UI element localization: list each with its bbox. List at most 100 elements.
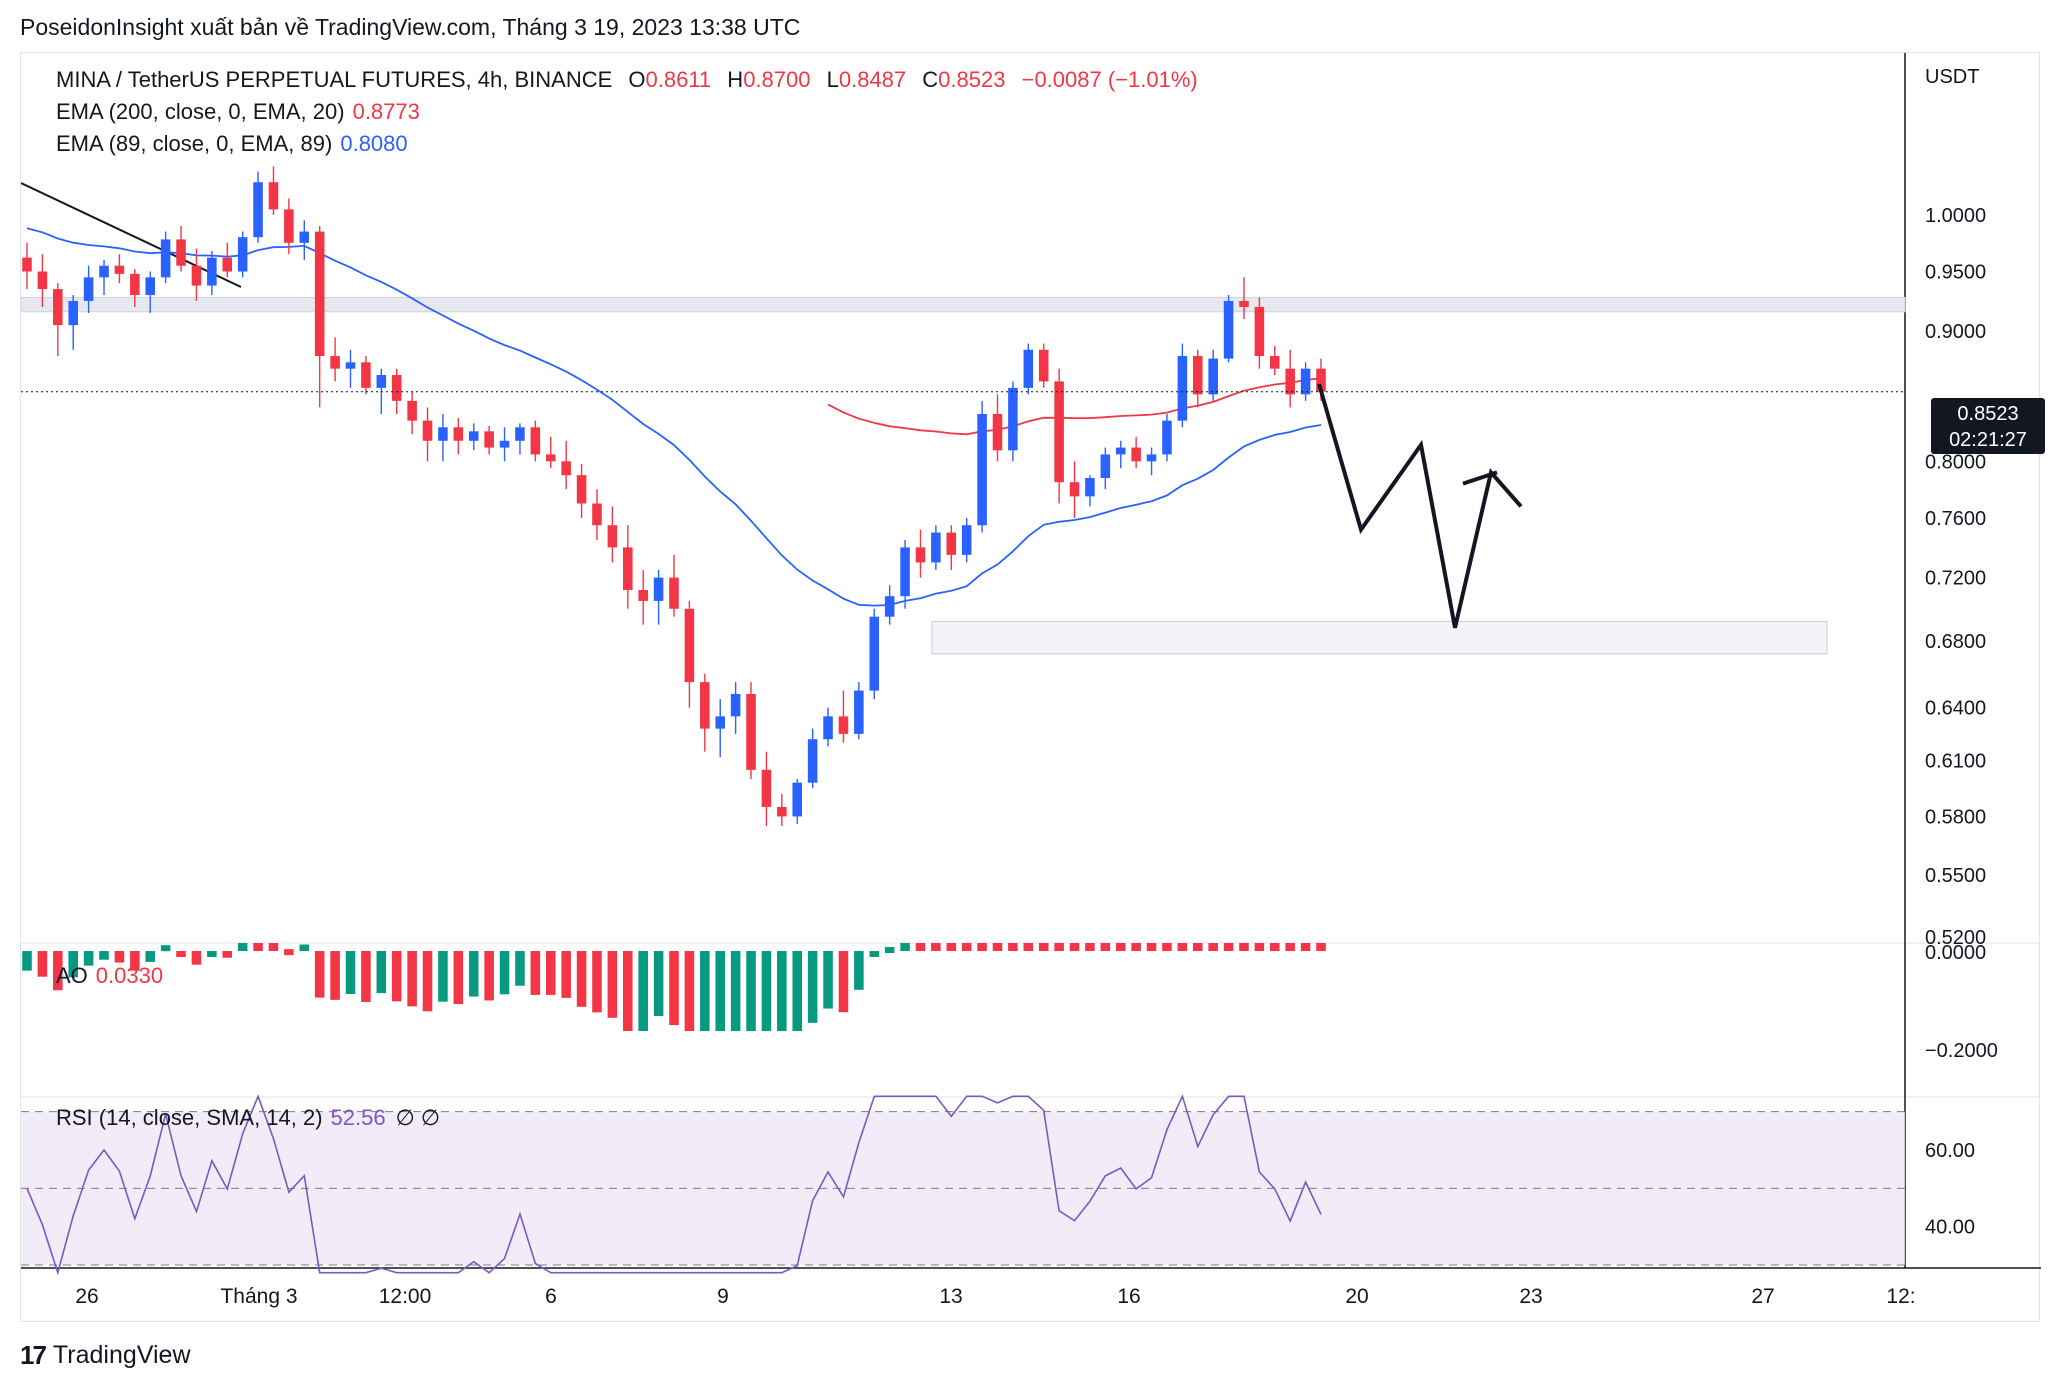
time-tick-label: 27 bbox=[1751, 1285, 1774, 1308]
ohlc-low-label: L bbox=[826, 67, 839, 92]
tradingview-logo[interactable]: 17 TradingView bbox=[20, 1340, 191, 1371]
candle bbox=[145, 271, 156, 313]
candle-body bbox=[946, 532, 957, 555]
candle-body bbox=[607, 525, 618, 548]
price-tick-label: 1.0000 bbox=[1925, 205, 1986, 227]
chart-frame[interactable]: USDT 1.0000 0.9500 0.9000 0.8000 0.7600 0.7200… bbox=[20, 52, 2045, 1323]
candle bbox=[1270, 346, 1280, 376]
ao-bar bbox=[1254, 943, 1265, 951]
ohlc-high-label: H bbox=[727, 67, 744, 92]
candle bbox=[1239, 277, 1249, 320]
candle-body bbox=[1239, 300, 1249, 307]
ao-bar bbox=[114, 951, 125, 963]
ohlc-open-value: 0.8611 bbox=[645, 67, 712, 92]
ao-bar bbox=[99, 951, 109, 960]
ao-bar bbox=[145, 951, 156, 962]
candle bbox=[253, 171, 263, 243]
ema200-label: EMA (200, close, 0, EMA, 20) bbox=[56, 99, 345, 124]
candle bbox=[99, 259, 109, 296]
candle bbox=[268, 166, 279, 215]
ao-bar bbox=[22, 951, 32, 971]
candle bbox=[1023, 343, 1034, 395]
ao-bar bbox=[592, 951, 602, 1013]
ao-bar bbox=[253, 943, 263, 951]
candle bbox=[330, 337, 340, 382]
ao-bar bbox=[1162, 943, 1172, 951]
candle-body bbox=[592, 503, 602, 526]
projection-path bbox=[1317, 383, 1523, 629]
ema89-value: 0.8080 bbox=[340, 131, 408, 156]
candle bbox=[777, 793, 787, 826]
ema200-legend[interactable]: EMA (200, close, 0, EMA, 20) 0.8773 bbox=[56, 99, 420, 125]
ohlc-low-value: 0.8487 bbox=[838, 67, 907, 92]
price-tick-label: 0.8000 bbox=[1925, 451, 1986, 473]
ao-bar bbox=[823, 951, 833, 1009]
ao-bar bbox=[700, 951, 710, 1031]
last-price-tag: 0.8523 02:21:27 bbox=[1931, 398, 2045, 454]
candle-body bbox=[561, 461, 571, 476]
candle-body bbox=[145, 277, 156, 296]
candle-body bbox=[207, 257, 217, 286]
price-axis-currency: USDT bbox=[1925, 66, 1979, 88]
candle bbox=[484, 425, 494, 455]
candle-body bbox=[807, 739, 818, 783]
ao-legend[interactable]: AO 0.0330 bbox=[56, 963, 163, 989]
ao-bar bbox=[376, 951, 387, 994]
candle bbox=[730, 682, 741, 734]
publish-caption: PoseidonInsight xuất bản về TradingView.… bbox=[20, 14, 801, 40]
candle-body bbox=[545, 454, 556, 462]
rsi-legend[interactable]: RSI (14, close, SMA, 14, 2) 52.56 ∅ ∅ bbox=[56, 1105, 440, 1131]
candle bbox=[576, 464, 587, 518]
ema89-legend[interactable]: EMA (89, close, 0, EMA, 89) 0.8080 bbox=[56, 131, 408, 157]
candle-body bbox=[499, 440, 510, 448]
candle bbox=[1162, 414, 1172, 462]
candle-body bbox=[992, 414, 1003, 451]
time-tick-label: 20 bbox=[1345, 1285, 1368, 1308]
price-tick-label: 0.5800 bbox=[1925, 806, 1986, 828]
candle bbox=[160, 231, 171, 284]
chart-canvas[interactable]: USDT 1.0000 0.9500 0.9000 0.8000 0.7600 0.7200… bbox=[21, 53, 2041, 1323]
candle bbox=[1131, 436, 1141, 469]
candle-body bbox=[253, 182, 263, 238]
price-tick-label: 0.6800 bbox=[1925, 631, 1986, 653]
ao-bar bbox=[468, 951, 479, 997]
ao-bar bbox=[761, 951, 772, 1031]
candle-body bbox=[268, 182, 279, 210]
price-tick-label: 0.9500 bbox=[1925, 262, 1986, 284]
ema200-value: 0.8773 bbox=[352, 99, 420, 124]
candle bbox=[761, 751, 772, 826]
ao-bar bbox=[160, 945, 171, 952]
candle bbox=[237, 231, 248, 278]
candle-body bbox=[1023, 349, 1034, 388]
candle bbox=[1008, 381, 1018, 462]
candle bbox=[838, 690, 849, 743]
candle bbox=[1177, 343, 1188, 428]
symbol-title[interactable]: MINA / TetherUS PERPETUAL FUTURES, 4h, B… bbox=[56, 67, 613, 92]
candle-body bbox=[684, 608, 695, 683]
candle-body bbox=[515, 427, 525, 441]
ao-bar bbox=[191, 951, 202, 965]
tradingview-brand: TradingView bbox=[52, 1341, 191, 1369]
demand-zone bbox=[931, 620, 1828, 655]
candle bbox=[961, 517, 972, 563]
candle-body bbox=[1223, 300, 1234, 359]
price-tick-label: 0.7200 bbox=[1925, 568, 1986, 590]
candle-body bbox=[1038, 349, 1049, 382]
candle-body bbox=[700, 682, 710, 729]
candle-body bbox=[1146, 454, 1157, 462]
candle-body bbox=[438, 427, 448, 441]
ao-bar bbox=[499, 951, 510, 995]
ao-bar bbox=[669, 951, 679, 1026]
candle-body bbox=[1177, 356, 1188, 421]
candle-body bbox=[99, 265, 109, 278]
ao-bar bbox=[961, 943, 972, 951]
ao-bar bbox=[515, 951, 525, 986]
ao-bar bbox=[638, 951, 648, 1031]
ao-bar bbox=[1316, 943, 1326, 951]
rsi-line bbox=[26, 1094, 1322, 1276]
rsi-extra: ∅ ∅ bbox=[395, 1105, 441, 1130]
ao-bar bbox=[900, 943, 910, 951]
price-tick-label: 0.5200 bbox=[1925, 927, 1986, 949]
ao-bar bbox=[53, 951, 63, 991]
rsi-value: 52.56 bbox=[330, 1105, 386, 1130]
